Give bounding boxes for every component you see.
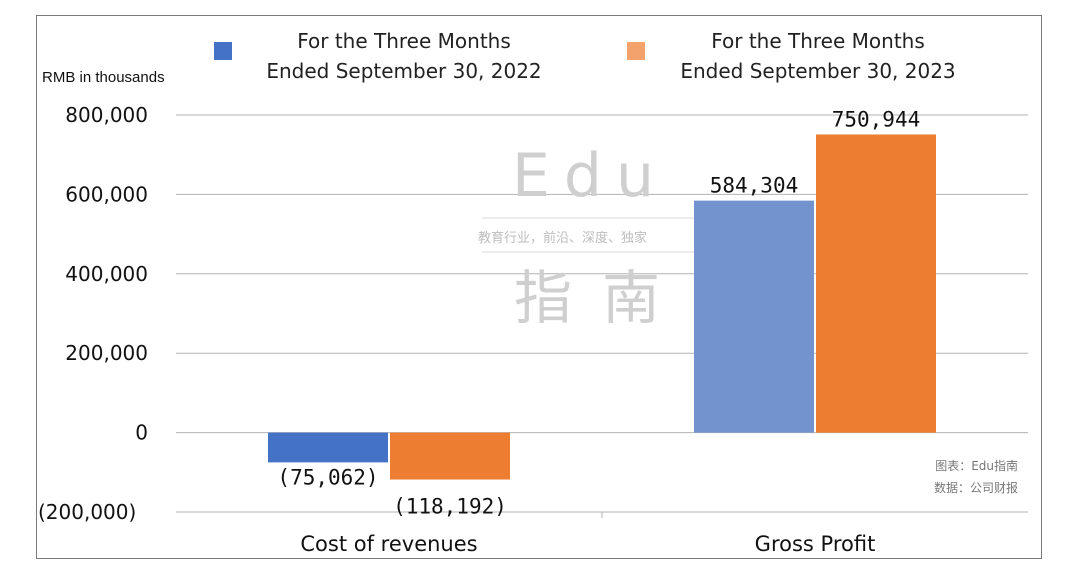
legend-swatch-2023 <box>627 42 645 60</box>
chart-frame <box>36 15 1042 559</box>
data-label: (75,062) <box>277 465 378 489</box>
bars <box>268 134 936 480</box>
y-tick-label: (200,000) <box>38 500 136 524</box>
legend-2022-line2: Ended September 30, 2022 <box>266 59 541 83</box>
watermark-tagline: 教育行业，前沿、深度、独家 <box>478 230 647 246</box>
credit-data: 数据：公司财报 <box>934 480 1018 495</box>
y-tick-label: 0 <box>135 421 148 445</box>
watermark-title: Edu <box>512 141 668 211</box>
data-label: (118,192) <box>393 495 507 519</box>
unit-label: RMB in thousands <box>42 69 165 86</box>
y-tick-label: 600,000 <box>65 182 148 206</box>
watermark: Edu 教育行业，前沿、深度、独家 指南 <box>478 141 704 332</box>
x-tick-label: Gross Profit <box>755 532 876 556</box>
bar-2023-cost-of-revenues <box>390 432 510 480</box>
legend-2023-line1: For the Three Months <box>711 29 925 53</box>
y-tick-label: 400,000 <box>65 262 148 286</box>
watermark-chinese: 指南 <box>514 264 690 332</box>
legend: For the Three Months Ended September 30,… <box>214 29 956 83</box>
data-labels: (75,062) 584,304 (118,192) 750,944 <box>277 107 920 518</box>
y-tick-label: 800,000 <box>65 103 148 127</box>
data-label: 584,304 <box>710 174 799 198</box>
bar-2023-gross-profit <box>816 134 936 433</box>
y-tick-label: 200,000 <box>65 341 148 365</box>
y-tick-labels: 800,000 600,000 400,000 200,000 0 (200,000) <box>38 103 148 524</box>
legend-swatch-2022 <box>214 42 232 60</box>
credit-chart: 图表：Edu指南 <box>935 458 1018 473</box>
bar-2022-cost-of-revenues <box>268 432 388 463</box>
bar-2022-gross-profit <box>694 200 814 433</box>
legend-2022-line1: For the Three Months <box>297 29 511 53</box>
x-tick-labels: Cost of revenues Gross Profit <box>300 532 875 556</box>
x-tick-label: Cost of revenues <box>300 532 477 556</box>
data-label: 750,944 <box>832 107 921 131</box>
legend-2023-line2: Ended September 30, 2023 <box>680 59 955 83</box>
